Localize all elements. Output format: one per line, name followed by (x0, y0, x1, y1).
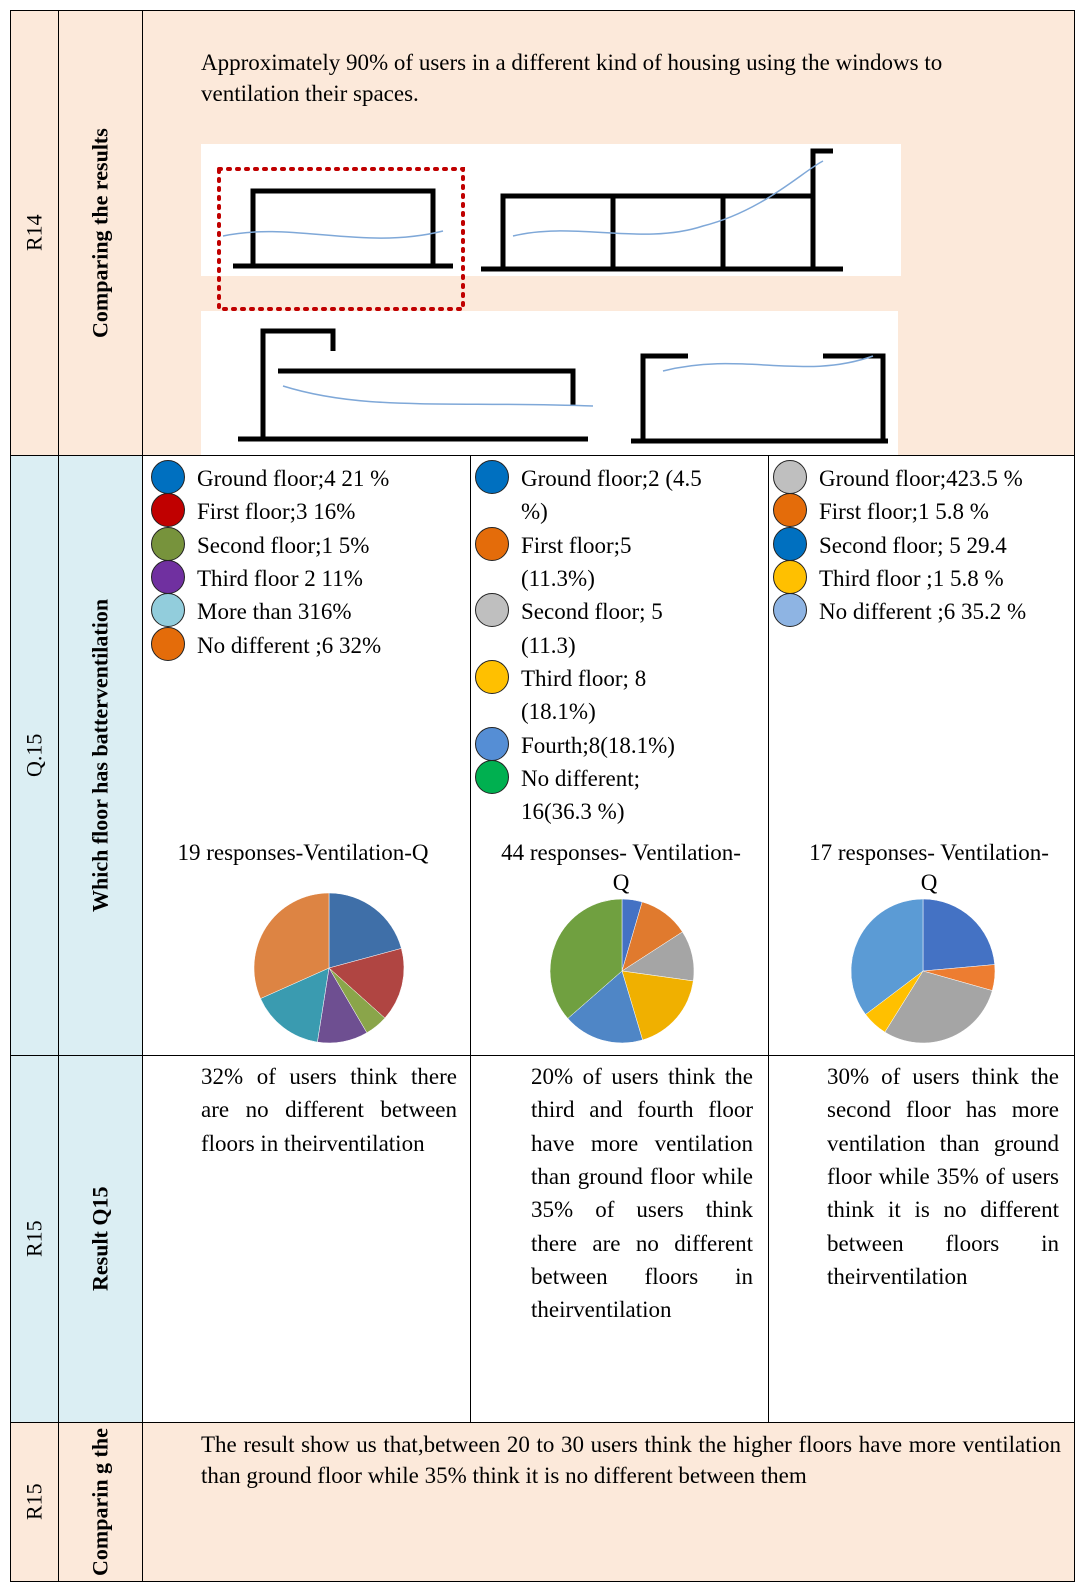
row-label: Comparin g the (58, 1422, 143, 1582)
pie-caption: 19 responses-Ventilation-Q (177, 840, 429, 865)
result-text: 20% of users think the third and fourth … (531, 1064, 753, 1323)
legend-marker (475, 460, 509, 494)
pie-chart (549, 898, 695, 1044)
survey-column: Ground floor;2 (4.5 %) First floor;5 (11.… (470, 455, 769, 1056)
ventilation-diagrams (201, 144, 901, 455)
legend-marker (151, 526, 185, 561)
row-id: Q.15 (10, 455, 59, 1056)
legend-text: Third floor; 8 (18.1%) (521, 666, 647, 725)
legend-item: Ground floor;2 (4.5 %) (475, 460, 705, 529)
legend-item: First floor;1 5.8 % (773, 493, 1063, 528)
legend-text: First floor;5 (11.3%) (521, 532, 632, 592)
row-id: R15 (10, 1422, 59, 1582)
legend-marker (151, 560, 185, 595)
pie-slice (328, 892, 402, 969)
content-cell: The result show us that,between 20 to 30… (142, 1422, 1075, 1582)
row-id: R15 (10, 1055, 59, 1423)
pie-slice (328, 948, 405, 1019)
legend-item: Second floor; 5 (11.3) (475, 593, 705, 662)
legend-text: Ground floor;423.5 % (819, 466, 1023, 491)
legend-item: Second floor;1 5% (151, 526, 451, 562)
pie-slice (884, 970, 993, 1044)
legend-text: No different ;6 32% (197, 632, 382, 658)
result-cell: 20% of users think the third and fourth … (470, 1055, 769, 1423)
survey-column: Ground floor;423.5 % First floor;1 5.8 % S… (768, 455, 1075, 1056)
pie-slice (850, 898, 924, 1015)
legend-item: Fourth;8(18.1%) (475, 726, 705, 762)
legend: Ground floor;2 (4.5 %) First floor;5 (11.… (475, 460, 705, 829)
legend-text: Ground floor;4 21 % (197, 466, 390, 491)
result-cell: 30% of users think the second floor has … (768, 1055, 1075, 1423)
legend-marker (475, 593, 509, 628)
legend-marker (475, 726, 509, 761)
survey-column: Ground floor;4 21 % First floor;3 16% Seco… (142, 455, 471, 1056)
legend-marker (475, 526, 509, 561)
legend-marker (773, 526, 807, 561)
pie-chart (253, 892, 405, 1044)
row-id: R14 (10, 10, 59, 456)
row-label: Comparing the results (58, 10, 143, 456)
legend-text: No different ;6 35.2 % (819, 599, 1027, 625)
legend-item: Third floor; 8 (18.1%) (475, 660, 705, 729)
legend: Ground floor;4 21 % First floor;3 16% Seco… (151, 460, 451, 662)
row-label: Which floor has batterventilation (58, 455, 143, 1056)
legend-item: Third floor ;1 5.8 % (773, 560, 1063, 595)
pie-slice (621, 970, 694, 1041)
legend-marker (475, 760, 509, 795)
pie-slice (922, 898, 995, 972)
legend-marker (151, 493, 185, 528)
legend-text: Third floor ;1 5.8 % (819, 566, 1004, 592)
pie-slice (253, 892, 330, 999)
legend-marker (475, 660, 509, 695)
row-label: Result Q15 (58, 1055, 143, 1423)
legend-text: Second floor; 5 29.4 (819, 532, 1007, 558)
legend-text: Third floor 2 11% (197, 566, 363, 592)
legend-marker (773, 560, 807, 595)
result-text: 30% of users think the second floor has … (827, 1064, 1059, 1290)
legend-text: Ground floor;2 (4.5 %) (521, 466, 702, 525)
pie-slice (260, 967, 330, 1043)
content-cell: Approximately 90% of users in a differen… (142, 10, 1075, 456)
paragraph: Approximately 90% of users in a differen… (201, 50, 943, 107)
legend-text: No different; 16(36.3 %) (521, 766, 641, 825)
legend-text: First floor;1 5.8 % (819, 499, 989, 525)
legend-text: More than 316% (197, 599, 352, 625)
legend-item: Second floor; 5 29.4 (773, 526, 1063, 562)
paragraph: The result show us that,between 20 to 30… (201, 1432, 1061, 1489)
pie-slice (567, 970, 643, 1044)
legend-item: No different ;6 32% (151, 626, 451, 662)
legend-item: More than 316% (151, 593, 451, 628)
pie-caption: 17 responses- Ventilation-Q (809, 840, 1049, 895)
pie-chart (850, 898, 996, 1044)
legend-marker (773, 593, 807, 628)
legend-text: First floor;3 16% (197, 499, 356, 525)
legend-item: No different ;6 35.2 % (773, 593, 1063, 628)
legend-marker (773, 493, 807, 528)
legend-item: First floor;3 16% (151, 493, 451, 528)
legend-text: Fourth;8(18.1%) (521, 732, 675, 758)
legend-item: Ground floor;423.5 % (773, 460, 1063, 495)
legend-item: First floor;5 (11.3%) (475, 526, 705, 596)
result-text: 32% of users think there are no differen… (201, 1064, 457, 1156)
legend-marker (151, 626, 185, 661)
pie-caption: 44 responses- Ventilation-Q (501, 840, 741, 895)
result-cell: 32% of users think there are no differen… (142, 1055, 471, 1423)
pie-slice (549, 898, 623, 1019)
legend: Ground floor;423.5 % First floor;1 5.8 % S… (773, 460, 1063, 629)
legend-text: Second floor;1 5% (197, 532, 370, 558)
legend-item: Third floor 2 11% (151, 560, 451, 595)
legend-marker (151, 593, 185, 628)
legend-text: Second floor; 5 (11.3) (521, 599, 663, 658)
legend-item: No different; 16(36.3 %) (475, 760, 705, 829)
